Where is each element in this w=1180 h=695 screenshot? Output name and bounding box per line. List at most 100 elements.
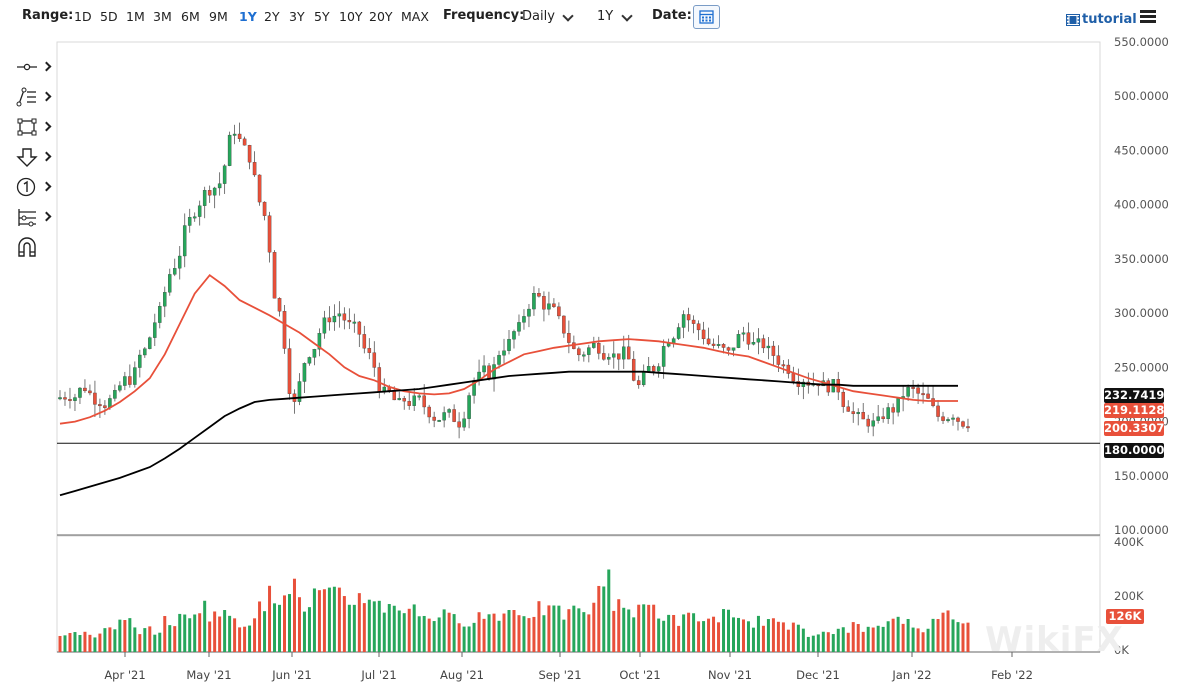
volume-bar: [417, 616, 421, 652]
range-button-2y[interactable]: 2Y: [264, 9, 280, 24]
range-button-3y[interactable]: 3Y: [289, 9, 305, 24]
volume-bar: [173, 626, 177, 652]
volume-bar: [732, 617, 735, 652]
candle-body: [192, 216, 197, 219]
volume-bar: [776, 621, 780, 652]
shapes-icon: [17, 118, 37, 136]
volume-bar: [452, 614, 456, 652]
range-button-20y[interactable]: 20Y: [369, 9, 393, 24]
candle-body: [362, 334, 367, 349]
shapes-tool[interactable]: [16, 116, 52, 138]
fibonacci-tool[interactable]: [16, 206, 52, 228]
volume-bar: [861, 631, 865, 652]
candle-body: [507, 339, 511, 351]
volume-bar: [911, 627, 915, 652]
candle-body: [542, 296, 546, 310]
candle-body: [861, 412, 865, 420]
candle-body: [252, 162, 257, 176]
candle-body: [272, 252, 277, 299]
candle-body: [367, 348, 372, 353]
volume-bar: [507, 610, 511, 652]
volume-bar: [736, 617, 740, 652]
candle-body: [532, 293, 536, 310]
volume-bar: [881, 626, 885, 652]
volume-bar: [238, 627, 242, 652]
candle-body: [612, 353, 616, 358]
candle-body: [966, 426, 970, 429]
candle-body: [871, 420, 875, 427]
candle-body: [58, 397, 62, 400]
candle-body: [153, 322, 157, 338]
candle-body: [492, 364, 496, 380]
candle-body: [736, 334, 741, 348]
volume-bar: [547, 605, 551, 652]
range-button-1m[interactable]: 1M: [126, 9, 145, 24]
candle-body: [921, 393, 925, 396]
range-button-9m[interactable]: 9M: [209, 9, 228, 24]
volume-bar: [432, 621, 436, 652]
volume-bar: [637, 604, 641, 652]
date-picker-button[interactable]: [693, 5, 720, 29]
candle-body: [332, 315, 337, 323]
volume-bar: [58, 635, 62, 652]
frequency-select[interactable]: Daily: [522, 9, 555, 24]
candle-body: [257, 174, 262, 203]
volume-bar: [302, 611, 306, 652]
candle-body: [128, 376, 132, 385]
volume-bar: [941, 612, 945, 652]
volume-bar: [682, 614, 686, 652]
range-button-3m[interactable]: 3M: [153, 9, 172, 24]
magnet-tool[interactable]: [16, 236, 52, 258]
volume-bar: [372, 601, 376, 652]
crosshair-icon: [17, 63, 37, 71]
crosshair-tool[interactable]: [16, 56, 52, 78]
volume-bar: [592, 602, 596, 652]
volume-bar: [921, 632, 925, 652]
candle-body: [143, 348, 147, 356]
candle-body: [327, 317, 332, 323]
range-button-6m[interactable]: 6M: [181, 9, 200, 24]
candle-body: [597, 343, 601, 354]
trend-lines-tool[interactable]: [16, 86, 52, 108]
candle-body: [83, 387, 87, 392]
frequency-label: Frequency:: [443, 8, 525, 23]
candle-body: [78, 387, 82, 398]
volume-bar: [806, 636, 810, 652]
candle-body: [93, 392, 97, 405]
volume-bar: [632, 617, 636, 652]
arrow-tool[interactable]: [16, 146, 52, 168]
price-tag-ma50: 219.1128: [1104, 403, 1165, 418]
volume-bar: [382, 612, 386, 652]
ma50-series-line: [59, 273, 958, 425]
x-tick-label: Jun '21: [271, 668, 311, 682]
candle-body: [552, 303, 556, 307]
volume-bar: [183, 614, 187, 652]
range-button-5y[interactable]: 5Y: [314, 9, 330, 24]
candle-body: [881, 416, 885, 420]
range-button-10y[interactable]: 10Y: [339, 9, 363, 24]
range-button-max[interactable]: MAX: [401, 9, 429, 24]
x-tick-label: Feb '22: [991, 668, 1033, 682]
volume-bar: [722, 609, 726, 652]
candle-body: [951, 417, 955, 420]
range-button-1y[interactable]: 1Y: [239, 9, 257, 24]
candle-body: [512, 331, 516, 340]
period-select[interactable]: 1Y: [597, 9, 614, 24]
volume-bar: [78, 635, 82, 652]
volume-bar: [113, 629, 117, 652]
volume-bar: [597, 585, 601, 652]
candle-body: [936, 405, 940, 417]
candle-body: [876, 416, 880, 421]
candle-body: [786, 364, 791, 374]
menu-hamburger-icon[interactable]: [1140, 10, 1156, 23]
volume-bar: [188, 618, 192, 652]
number-marker-tool[interactable]: [16, 176, 52, 198]
candle-body: [337, 313, 342, 317]
range-button-5d[interactable]: 5D: [100, 9, 118, 24]
candle-body: [242, 138, 247, 146]
volume-bar: [352, 604, 356, 652]
volume-bar: [447, 612, 451, 652]
volume-bar: [697, 621, 701, 652]
range-button-1d[interactable]: 1D: [74, 9, 92, 24]
